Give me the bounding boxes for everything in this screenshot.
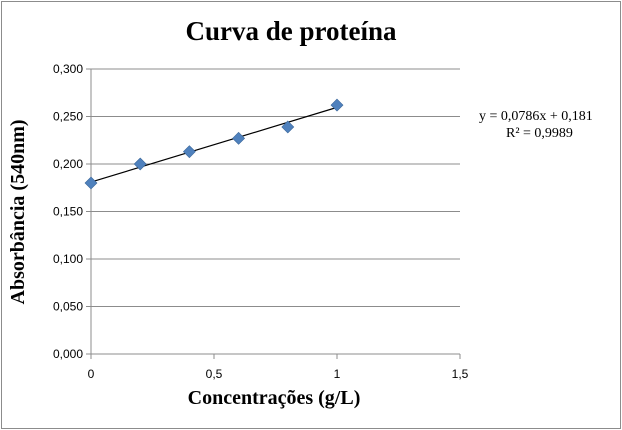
data-point	[182, 145, 196, 159]
axes	[86, 68, 461, 359]
y-tick-label: 0,100	[53, 252, 83, 266]
x-tick-label: 1,5	[452, 367, 469, 381]
data-point	[330, 98, 344, 112]
tick-labels: 0,000 0,050 0,100 0,150 0,200 0,250 0,300 0 0,5 1…	[53, 62, 469, 381]
chart-title: Curva de proteína	[185, 16, 397, 46]
y-tick-label: 0,200	[53, 157, 83, 171]
data-point	[133, 157, 147, 171]
trendline	[90, 106, 338, 183]
r-squared-label: R² = 0,9989	[506, 126, 573, 141]
y-tick-label: 0,250	[53, 110, 83, 124]
trendline-group	[90, 106, 338, 183]
data-point	[232, 131, 246, 145]
y-axis-title: Absorbância (540nm)	[7, 119, 29, 304]
data-points	[84, 98, 344, 190]
x-tick-label: 0	[88, 367, 95, 381]
data-point	[84, 176, 98, 190]
y-tick-label: 0,150	[53, 205, 83, 219]
x-axis-title: Concentrações (g/L)	[188, 387, 361, 409]
y-tick-label: 0,050	[53, 300, 83, 314]
y-tick-label: 0,000	[53, 347, 83, 361]
data-point	[281, 120, 295, 134]
x-tick-label: 1	[334, 367, 341, 381]
trendline-equation: y = 0,0786x + 0,181	[479, 109, 593, 124]
y-tick-label: 0,300	[53, 62, 83, 76]
gridlines	[91, 68, 460, 307]
x-tick-label: 0,5	[206, 367, 223, 381]
